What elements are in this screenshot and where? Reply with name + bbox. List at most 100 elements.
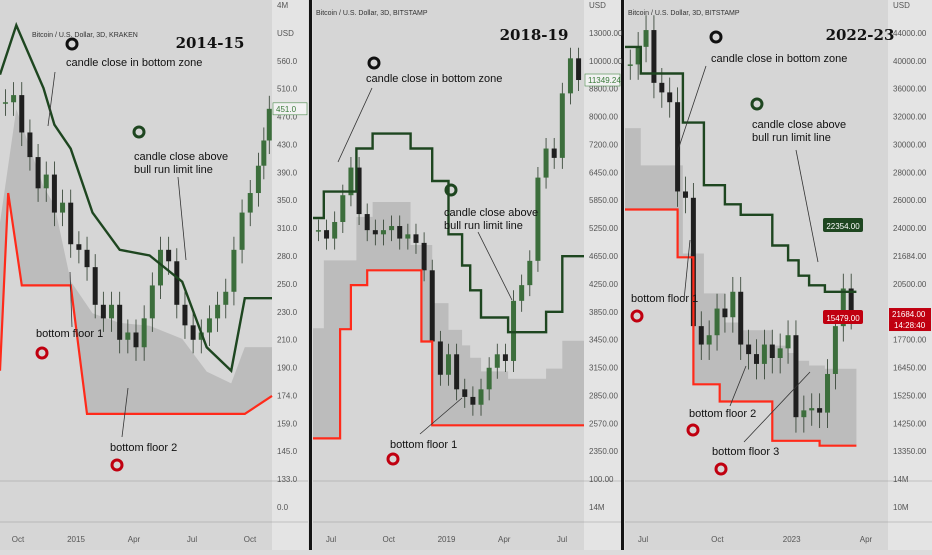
candle xyxy=(817,393,823,429)
candle-body xyxy=(527,260,533,286)
annotation-text: bottom floor 2 xyxy=(689,408,756,420)
price-axis-area xyxy=(888,0,932,550)
annotation-arrow xyxy=(677,65,707,151)
y-tick-label: 100.00 xyxy=(589,475,614,484)
y-tick-label: 4250.00 xyxy=(589,280,618,289)
y-tick-label: 2350.00 xyxy=(589,447,618,456)
candle-body xyxy=(567,58,573,94)
annotation-arrow xyxy=(683,239,691,301)
value-badge-label: 15479.00 xyxy=(826,314,860,323)
candle-body xyxy=(255,165,261,194)
candle xyxy=(698,311,704,360)
candle xyxy=(535,167,541,272)
candle xyxy=(315,219,321,242)
annotation-text: bottom floor 1 xyxy=(36,328,103,340)
candle xyxy=(840,273,846,342)
candle-body xyxy=(559,93,565,158)
annotation-arrow xyxy=(47,71,56,127)
annotation-arrow xyxy=(121,387,129,438)
candle-body xyxy=(364,214,370,231)
y-tick-label: 174.0 xyxy=(277,391,298,400)
candle-body xyxy=(324,230,330,239)
candle-body xyxy=(777,348,783,358)
x-tick-label: Jul xyxy=(326,535,336,544)
y-tick-label: 2570.00 xyxy=(589,419,618,428)
candle-body xyxy=(223,291,229,305)
x-tick-label: Oct xyxy=(12,535,25,544)
y-tick-label: 280.0 xyxy=(277,252,298,261)
candle xyxy=(166,236,172,275)
candle-body xyxy=(848,288,854,315)
panel-2: Bitcoin / U.S. Dollar, 3D, BITSTAMP 2018-… xyxy=(313,0,623,550)
y-tick-label: 4M xyxy=(277,1,288,10)
candle xyxy=(27,119,33,171)
candle xyxy=(2,89,8,116)
candle-body xyxy=(149,285,155,319)
candle xyxy=(706,320,712,360)
x-tick-label: Jul xyxy=(638,535,648,544)
price-time-label: 14:28:40 xyxy=(894,321,926,330)
y-tick-label: 30000.00 xyxy=(893,140,927,149)
last-price-label: 11349.24 xyxy=(588,76,621,85)
candle xyxy=(643,15,649,63)
candle xyxy=(332,211,338,250)
candle xyxy=(109,291,115,332)
annotation-text: candle close above bull run limit line xyxy=(752,119,846,144)
candle xyxy=(215,291,221,332)
candle xyxy=(19,82,25,147)
candle-body xyxy=(675,102,681,192)
annotation-arrow xyxy=(337,87,373,163)
y-tick-label: 5850.00 xyxy=(589,196,618,205)
candle xyxy=(801,395,807,433)
candle xyxy=(494,343,500,379)
candle xyxy=(239,199,245,264)
candle-body xyxy=(793,335,799,418)
last-price-tag: 451.0 xyxy=(272,102,308,116)
candle xyxy=(348,156,354,207)
candle-body xyxy=(348,167,354,196)
y-tick-label: 310.0 xyxy=(277,224,298,233)
candle-body xyxy=(486,367,492,390)
candle xyxy=(543,137,549,189)
separator-1 xyxy=(309,0,312,550)
candle xyxy=(11,82,17,116)
x-tick-label: Jul xyxy=(557,535,567,544)
ring-marker-green xyxy=(444,183,458,197)
candle-body xyxy=(714,308,720,336)
candle xyxy=(576,47,582,92)
value-badge: 22354.00 xyxy=(823,218,863,232)
candle xyxy=(486,357,492,401)
annotation-text: bottom floor 1 xyxy=(631,293,698,305)
candle xyxy=(730,276,736,333)
y-tick-label: 6450.00 xyxy=(589,168,618,177)
annotation-line: bottom floor 2 xyxy=(110,442,177,454)
candle xyxy=(141,305,147,361)
candle xyxy=(785,320,791,364)
candle-body xyxy=(266,108,272,141)
candle-body xyxy=(761,344,767,364)
candle xyxy=(68,189,74,258)
candle xyxy=(133,319,139,361)
x-tick-label: 2019 xyxy=(438,535,456,544)
candle xyxy=(777,333,783,374)
y-tick-label: 44000.00 xyxy=(893,29,927,38)
annotation-line: bull run limit line xyxy=(444,220,523,232)
candle xyxy=(149,272,155,332)
y-tick-label: 210.0 xyxy=(277,336,298,345)
candle-body xyxy=(832,326,838,374)
chart-header: Bitcoin / U.S. Dollar, 3D, BITSTAMP xyxy=(316,10,428,17)
candle-body xyxy=(643,30,649,47)
candle-body xyxy=(157,249,163,286)
y-tick-label: 3450.00 xyxy=(589,336,618,345)
annotation-line: bottom floor 1 xyxy=(390,439,457,451)
x-tick-label: Oct xyxy=(383,535,396,544)
candle xyxy=(446,343,451,386)
ring-marker-green xyxy=(132,125,146,139)
candle-body xyxy=(19,95,25,133)
y-tick-label: 2850.00 xyxy=(589,391,618,400)
y-tick-label: 7200.00 xyxy=(589,140,618,149)
y-tick-label: 14250.00 xyxy=(893,419,927,428)
last-price-box xyxy=(272,102,308,116)
candle-body xyxy=(785,335,791,349)
